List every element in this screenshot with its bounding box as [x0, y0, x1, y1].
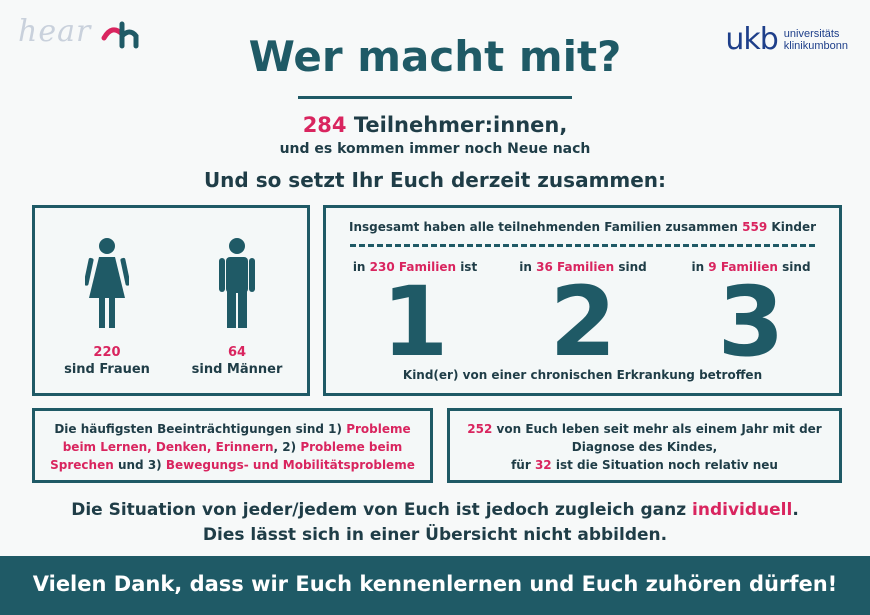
title-underline — [298, 96, 572, 99]
group-label: in 9 Familien sind — [676, 260, 826, 274]
men-count: 64 — [227, 345, 247, 360]
ukb-line1: universitäts — [783, 27, 840, 40]
hear-logo: hear — [18, 14, 92, 49]
group-post: sind — [618, 260, 647, 274]
group-pre: in — [519, 260, 532, 274]
impairments-text: Die häufigsten Beeinträchtigungen sind 1… — [43, 420, 422, 474]
women-count: 220 — [93, 345, 121, 360]
page-title: Wer macht mit? — [248, 32, 622, 81]
group-families: 9 Familien — [708, 260, 778, 274]
children-total: 559 — [742, 220, 768, 234]
diagnosis-new-text: ist die Situation noch relativ neu — [555, 458, 778, 472]
group-column-3: in 9 Familien sind 3 — [676, 260, 826, 372]
gender-panel: 220 sind Frauen 64 sind Männer — [32, 205, 310, 396]
diagnosis-long-text: von Euch leben seit mehr als einem Jahr … — [496, 422, 822, 454]
man-icon — [219, 238, 255, 328]
diagnosis-new-count: 32 — [534, 458, 552, 472]
impairments-sep-3: und 3) — [117, 458, 162, 472]
participant-subtitle: und es kommen immer noch Neue nach — [279, 141, 591, 157]
group-kids-number: 2 — [549, 266, 617, 378]
dashed-divider — [350, 244, 815, 247]
impairments-intro: Die häufigsten Beeinträchtigungen sind 1… — [54, 422, 343, 436]
group-column-1: in 230 Familien ist 1 — [340, 260, 490, 372]
children-total-line: Insgesamt haben alle teilnehmenden Famil… — [326, 220, 839, 234]
women-stat: 220 sind Frauen — [47, 344, 167, 378]
closing-statement: Die Situation von jeder/jedem von Euch i… — [0, 498, 870, 548]
children-total-suffix: Kinder — [771, 220, 817, 234]
closing-line1: Die Situation von jeder/jedem von Euch i… — [71, 500, 687, 520]
participant-label: Teilnehmer:innen, — [353, 113, 568, 137]
group-kids-number: 1 — [381, 266, 449, 378]
group-label: in 36 Familien sind — [508, 260, 658, 274]
group-label: in 230 Familien ist — [340, 260, 490, 274]
impairments-panel: Die häufigsten Beeinträchtigungen sind 1… — [32, 408, 433, 483]
group-families: 36 Familien — [536, 260, 615, 274]
ukb-wordmark: universitäts klinikumbonn — [784, 28, 848, 52]
closing-line2: Dies lässt sich in einer Übersicht nicht… — [202, 525, 668, 545]
group-column-2: in 36 Familien sind 2 — [508, 260, 658, 372]
group-kids-number: 3 — [717, 266, 785, 378]
h-logo-icon — [101, 21, 139, 49]
children-panel: Insgesamt haben alle teilnehmenden Famil… — [323, 205, 842, 396]
children-footer: Kind(er) von einer chronischen Erkrankun… — [402, 368, 763, 382]
men-stat: 64 sind Männer — [177, 344, 297, 378]
group-families: 230 Familien — [369, 260, 456, 274]
children-total-prefix: Insgesamt haben alle teilnehmenden Famil… — [348, 220, 738, 234]
group-post: ist — [460, 260, 478, 274]
group-pre: in — [352, 260, 366, 274]
group-post: sind — [782, 260, 811, 274]
women-label: sind Frauen — [64, 362, 150, 377]
impairments-sep-2: , 2) — [273, 440, 297, 454]
men-label: sind Männer — [191, 362, 283, 377]
diagnosis-text: 252 von Euch leben seit mehr als einem J… — [458, 420, 831, 474]
diagnosis-panel: 252 von Euch leben seit mehr als einem J… — [447, 408, 842, 483]
footer-banner: Vielen Dank, dass wir Euch kennenlernen … — [0, 556, 870, 615]
participant-count: 284 Teilnehmer:innen, — [0, 113, 870, 137]
participant-number: 284 — [302, 113, 347, 137]
impairment-3: Bewegungs- und Mobilitätsprobleme — [165, 458, 415, 472]
diagnosis-long-count: 252 — [467, 422, 493, 436]
ukb-logo: ukb universitäts klinikumbonn — [725, 22, 848, 57]
diagnosis-new-prefix: für — [511, 458, 531, 472]
closing-period: . — [792, 500, 799, 520]
ukb-mark: ukb — [725, 22, 778, 57]
woman-icon — [85, 238, 129, 328]
impairment-2: Probleme beim Sprechen — [50, 440, 403, 472]
impairment-1: Probleme beim Lernen, Denken, Erinnern — [62, 422, 411, 454]
ukb-line2: klinikumbonn — [783, 39, 848, 52]
footer-text: Vielen Dank, dass wir Euch kennenlernen … — [32, 572, 838, 596]
closing-highlight: individuell — [692, 500, 793, 520]
group-pre: in — [691, 260, 705, 274]
composition-heading: Und so setzt Ihr Euch derzeit zusammen: — [203, 168, 667, 192]
